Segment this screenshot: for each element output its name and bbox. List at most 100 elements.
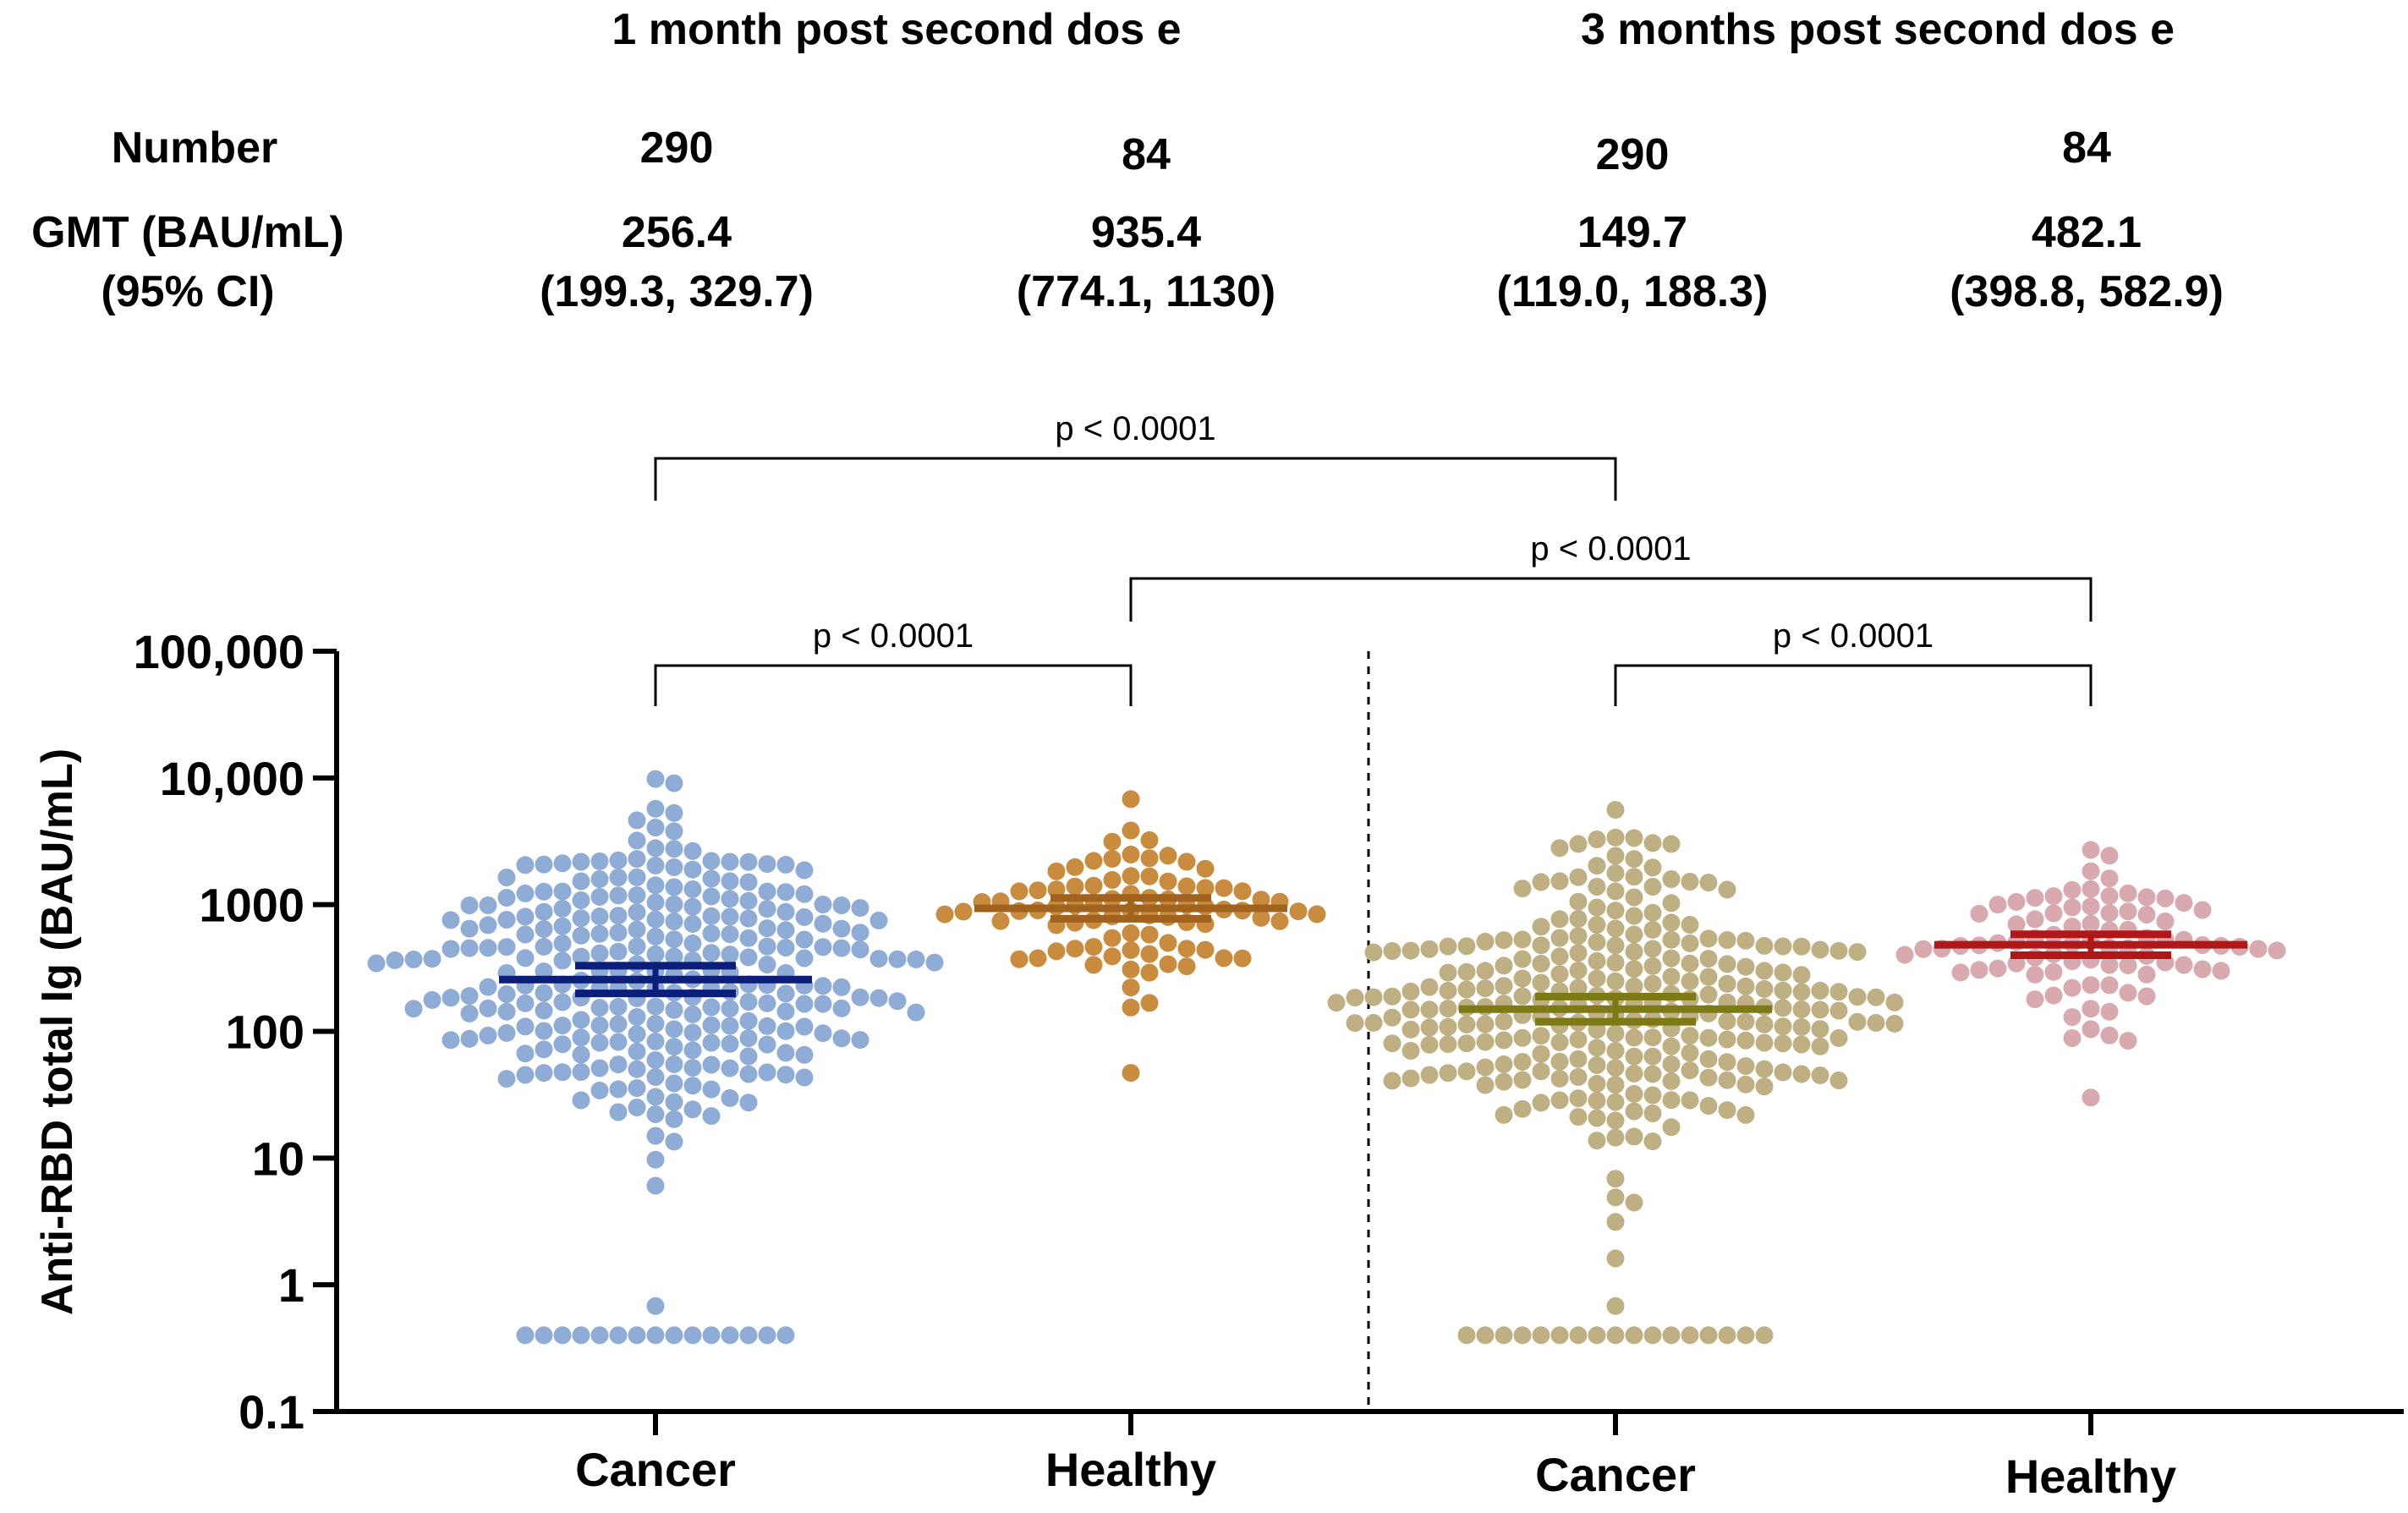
- data-point: [1606, 1024, 1625, 1043]
- data-point: [497, 1070, 516, 1088]
- p-value-label: p < 0.0001: [1530, 530, 1691, 567]
- data-point: [739, 993, 758, 1011]
- data-point: [1457, 962, 1476, 981]
- data-point: [2063, 898, 2082, 917]
- y-tick-label: 1: [278, 1258, 304, 1312]
- data-point: [683, 914, 702, 933]
- data-point: [1177, 957, 1196, 976]
- data-point: [1988, 959, 2007, 978]
- data-point: [1122, 979, 1140, 997]
- data-point: [665, 1110, 683, 1128]
- data-point: [702, 907, 721, 925]
- data-point: [1755, 962, 1774, 980]
- data-point: [1420, 978, 1439, 996]
- data-point: [497, 985, 516, 1003]
- data-point: [646, 876, 665, 895]
- data-point: [1420, 1000, 1439, 1019]
- data-point: [572, 1045, 590, 1064]
- data-point: [628, 1008, 646, 1026]
- data-point: [1588, 1074, 1606, 1093]
- data-point: [739, 873, 758, 891]
- data-point: [1681, 1326, 1699, 1345]
- data-point: [590, 852, 609, 870]
- data-point: [1532, 1326, 1550, 1345]
- data-point: [776, 984, 795, 1003]
- data-point: [1718, 1012, 1736, 1030]
- data-point: [1606, 1188, 1625, 1207]
- data-point: [758, 994, 776, 1012]
- data-point: [590, 1033, 609, 1052]
- data-point: [1233, 949, 1252, 968]
- data-point: [1662, 1091, 1681, 1110]
- data-point: [1550, 1069, 1569, 1088]
- data-point: [1028, 949, 1047, 968]
- data-point: [1699, 1050, 1718, 1068]
- data-point: [1588, 1109, 1606, 1127]
- data-point: [2082, 841, 2100, 859]
- data-point: [2137, 888, 2156, 907]
- col3-gmt: 149.7: [1577, 208, 1687, 257]
- data-point: [2119, 884, 2137, 902]
- data-point: [1439, 981, 1457, 1000]
- data-point: [497, 1002, 516, 1021]
- data-point: [609, 1326, 628, 1345]
- data-point: [2100, 956, 2119, 974]
- data-point: [553, 1017, 572, 1035]
- data-point: [1643, 834, 1662, 852]
- data-point: [1159, 847, 1177, 865]
- data-point: [702, 887, 721, 906]
- data-point: [795, 949, 814, 968]
- x-tick-label: Healthy: [1045, 1443, 1216, 1496]
- data-point: [1643, 940, 1662, 958]
- data-point: [1811, 1037, 1829, 1055]
- data-point: [1364, 1013, 1383, 1032]
- data-point: [1755, 1077, 1774, 1096]
- data-point: [1718, 974, 1736, 993]
- x-ticks: Cancer Healthy Cancer Healthy: [575, 1412, 2176, 1503]
- data-point: [683, 1059, 702, 1077]
- data-point: [1569, 944, 1588, 962]
- data-point: [702, 869, 721, 888]
- data-point: [683, 1041, 702, 1060]
- data-point: [1569, 979, 1588, 997]
- data-point: [572, 1326, 590, 1345]
- data-point: [497, 889, 516, 907]
- data-point: [516, 1017, 535, 1036]
- data-point: [646, 770, 665, 788]
- data-point: [1625, 888, 1643, 907]
- data-point: [683, 1077, 702, 1095]
- col2-ci: (774.1, 1130): [1017, 267, 1275, 316]
- data-point: [925, 953, 944, 972]
- data-point: [665, 1326, 683, 1345]
- y-tick-label: 100: [226, 1006, 304, 1059]
- data-point: [1951, 963, 1970, 982]
- data-point: [1401, 1069, 1420, 1088]
- data-point: [1829, 941, 1848, 960]
- data-point: [1848, 943, 1867, 962]
- data-point: [1867, 988, 1885, 1006]
- data-point: [1606, 1128, 1625, 1147]
- data-point: [1550, 965, 1569, 984]
- data-point: [479, 999, 497, 1017]
- data-point: [1588, 831, 1606, 848]
- data-point: [1606, 828, 1625, 847]
- data-point: [1625, 1127, 1643, 1146]
- data-point: [1495, 1055, 1513, 1073]
- data-point: [665, 930, 683, 949]
- data-point: [572, 1028, 590, 1047]
- data-point: [628, 1326, 646, 1345]
- data-point: [404, 950, 423, 968]
- data-point: [1457, 1015, 1476, 1033]
- data-point: [628, 1025, 646, 1044]
- data-point: [609, 1033, 628, 1051]
- data-point: [1681, 1061, 1699, 1080]
- data-point: [1308, 905, 1326, 924]
- data-point: [1811, 981, 1829, 1000]
- data-point: [2137, 965, 2156, 984]
- data-point: [1606, 863, 1625, 882]
- data-point: [1755, 979, 1774, 998]
- data-point: [646, 819, 665, 836]
- data-point: [460, 939, 479, 957]
- data-point: [553, 935, 572, 952]
- data-point: [2119, 984, 2137, 1002]
